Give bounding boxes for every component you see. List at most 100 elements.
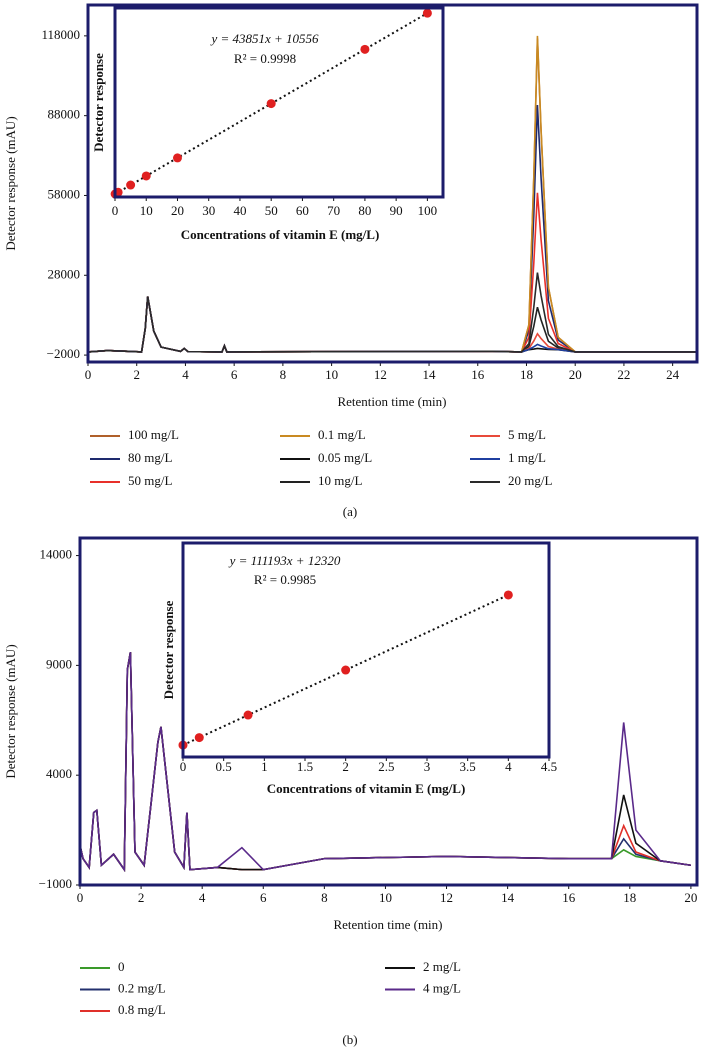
legend-label: 0 — [118, 959, 125, 974]
legend-label: 10 mg/L — [318, 473, 362, 488]
x-tick-label: 70 — [327, 203, 340, 218]
x-tick-label: 2 — [133, 367, 140, 382]
plot-area — [110, 8, 443, 199]
point — [126, 180, 136, 190]
x-tick-label: 0 — [112, 203, 119, 218]
x-tick-label: 1.5 — [297, 759, 313, 774]
x-tick-label: 20 — [171, 203, 184, 218]
equation: y = 111193x + 12320 — [228, 553, 341, 568]
x-tick-label: 8 — [321, 890, 328, 905]
x-tick-label: 2 — [138, 890, 145, 905]
legend-label: 100 mg/L — [128, 427, 179, 442]
x-axis-title: Retention time (min) — [337, 394, 446, 409]
x-tick-label: 2 — [342, 759, 349, 774]
x-tick-label: 4 — [505, 759, 512, 774]
x-axis-title: Concentrations of vitamin E (mg/L) — [181, 227, 380, 242]
x-tick-label: 12 — [374, 367, 387, 382]
point — [141, 171, 151, 181]
x-tick-label: 30 — [202, 203, 215, 218]
plot-background — [115, 8, 443, 197]
y-tick-label: 118000 — [41, 27, 80, 42]
x-tick-label: 8 — [280, 367, 287, 382]
x-tick-label: 3.5 — [460, 759, 476, 774]
x-tick-label: 16 — [471, 367, 485, 382]
x-tick-label: 18 — [623, 890, 636, 905]
x-tick-label: 12 — [440, 890, 453, 905]
caption: (a) — [343, 504, 357, 519]
y-axis-title: Detector response (mAU) — [3, 116, 18, 250]
x-tick-label: 60 — [296, 203, 309, 218]
point — [194, 733, 204, 743]
x-tick-label: 10 — [140, 203, 153, 218]
x-tick-label: 10 — [379, 890, 392, 905]
x-tick-label: 3 — [424, 759, 431, 774]
legend-label: 0.05 mg/L — [318, 450, 372, 465]
point — [172, 153, 182, 163]
legend-label: 4 mg/L — [423, 980, 461, 995]
legend-label: 0.2 mg/L — [118, 980, 166, 995]
point — [243, 710, 253, 720]
x-tick-label: 10 — [325, 367, 338, 382]
x-tick-label: 4.5 — [541, 759, 557, 774]
legend-label: 5 mg/L — [508, 427, 546, 442]
y-tick-label: 58000 — [48, 186, 81, 201]
x-tick-label: 0 — [77, 890, 84, 905]
y-tick-label: 9000 — [46, 656, 72, 671]
x-tick-label: 80 — [358, 203, 371, 218]
r-squared: R² = 0.9998 — [234, 51, 296, 66]
point — [503, 590, 513, 600]
x-tick-label: 0 — [180, 759, 187, 774]
x-tick-label: 40 — [233, 203, 246, 218]
y-tick-label: 14000 — [40, 547, 73, 562]
point — [422, 8, 432, 18]
y-tick-label: −2000 — [47, 346, 80, 361]
x-tick-label: 14 — [423, 367, 437, 382]
x-tick-label: 24 — [666, 367, 680, 382]
x-tick-label: 6 — [231, 367, 238, 382]
y-tick-label: 4000 — [46, 766, 72, 781]
x-tick-label: 16 — [562, 890, 576, 905]
x-tick-label: 90 — [390, 203, 403, 218]
trace — [87, 272, 697, 353]
x-tick-label: 18 — [520, 367, 533, 382]
legend-label: 0.8 mg/L — [118, 1002, 166, 1017]
point — [360, 44, 370, 54]
x-tick-label: 22 — [617, 367, 630, 382]
legend-label: 50 mg/L — [128, 473, 172, 488]
r-squared: R² = 0.9985 — [254, 572, 316, 587]
legend-label: 0.1 mg/L — [318, 427, 366, 442]
trace — [79, 652, 692, 873]
plot-frame — [181, 541, 551, 759]
y-tick-label: 28000 — [48, 266, 81, 281]
plot-frame — [86, 3, 699, 364]
x-tick-label: 20 — [684, 890, 697, 905]
x-tick-label: 100 — [418, 203, 438, 218]
y-axis-title: Detector response — [161, 600, 176, 699]
x-tick-label: 1 — [261, 759, 268, 774]
caption: (b) — [342, 1032, 357, 1047]
x-axis-title: Concentrations of vitamin E (mg/L) — [267, 781, 466, 796]
x-axis-title: Retention time (min) — [333, 917, 442, 932]
legend-label: 1 mg/L — [508, 450, 546, 465]
x-tick-label: 4 — [182, 367, 189, 382]
x-tick-label: 4 — [199, 890, 206, 905]
legend-label: 20 mg/L — [508, 473, 552, 488]
y-axis-title: Detector response — [91, 53, 106, 152]
plot-area — [178, 543, 549, 757]
x-tick-label: 6 — [260, 890, 267, 905]
plot-frame — [113, 6, 445, 199]
point — [266, 99, 276, 109]
x-tick-label: 0 — [85, 367, 92, 382]
equation: y = 43851x + 10556 — [209, 31, 319, 46]
x-tick-label: 20 — [569, 367, 582, 382]
x-tick-label: 14 — [501, 890, 515, 905]
x-tick-label: 50 — [265, 203, 278, 218]
y-axis-title: Detector response (mAU) — [3, 644, 18, 778]
x-tick-label: 0.5 — [216, 759, 232, 774]
x-tick-label: 2.5 — [378, 759, 394, 774]
y-tick-label: −1000 — [39, 876, 72, 891]
legend-label: 80 mg/L — [128, 450, 172, 465]
plot-background — [183, 543, 549, 757]
y-tick-label: 88000 — [48, 107, 81, 122]
